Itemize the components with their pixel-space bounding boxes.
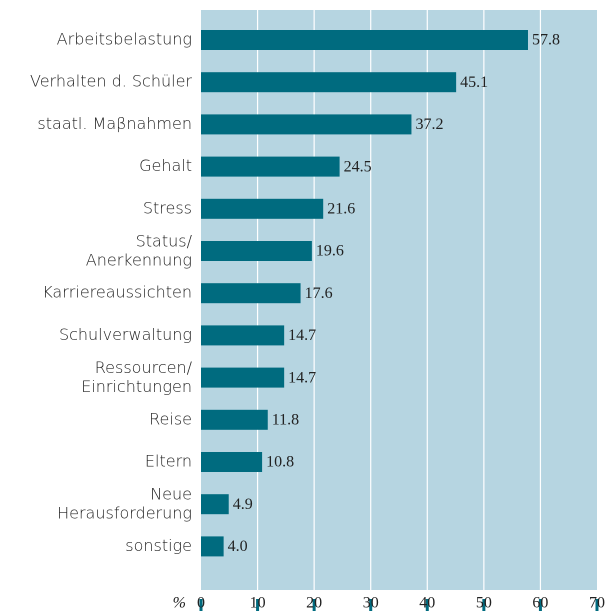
x-tick-label: 40 (419, 595, 435, 612)
x-axis-label: % (173, 595, 186, 612)
x-tick-label: 0 (197, 595, 205, 612)
x-tick-label: 70 (589, 595, 605, 612)
x-tick-label: 60 (532, 595, 548, 612)
category-label: Karriereaussichten (42, 283, 192, 302)
bar (201, 30, 528, 50)
value-label: 14.7 (288, 369, 316, 386)
value-label: 37.2 (415, 116, 443, 133)
bar (201, 283, 301, 304)
value-label: 24.5 (344, 158, 372, 175)
category-label: Schulverwaltung (59, 325, 192, 344)
bar (201, 494, 229, 515)
category-label: Ressourcen/Einrichtungen (81, 358, 192, 396)
bar (201, 198, 324, 219)
category-label: sonstige (125, 536, 192, 555)
category-label: Stress (143, 198, 192, 217)
category-label: Neue Herausforderung (57, 484, 192, 522)
bar (201, 409, 268, 430)
bar (201, 156, 340, 177)
category-label: staatl. Maβnahmen (37, 114, 192, 133)
value-label: 11.8 (272, 411, 299, 428)
x-tick-label: 50 (476, 595, 492, 612)
value-label: 14.7 (288, 327, 316, 344)
category-label: Arbeitsbelastung (57, 30, 192, 49)
category-label: Verhalten d. Schüler (30, 72, 192, 91)
value-label: 4.0 (228, 538, 248, 555)
value-label: 17.6 (305, 285, 333, 302)
category-label: Gehalt (139, 156, 192, 175)
value-label: 4.9 (233, 496, 253, 513)
bar (201, 536, 224, 557)
bar (201, 241, 312, 261)
x-tick-label: 20 (306, 595, 322, 612)
category-label: Eltern (145, 452, 192, 471)
value-label: 21.6 (327, 200, 355, 217)
value-label: 57.8 (532, 32, 560, 49)
category-label: Reise (149, 409, 192, 428)
bar (201, 452, 263, 472)
bar (201, 72, 457, 93)
category-label: Status/Anerkennung (86, 231, 193, 269)
x-tick-label: 30 (363, 595, 379, 612)
value-label: 45.1 (460, 74, 488, 91)
bar (201, 114, 412, 135)
x-tick-label: 10 (250, 595, 266, 612)
bar (201, 367, 285, 388)
value-label: 10.8 (266, 454, 294, 471)
value-label: 19.6 (316, 243, 344, 260)
bar (201, 325, 285, 346)
